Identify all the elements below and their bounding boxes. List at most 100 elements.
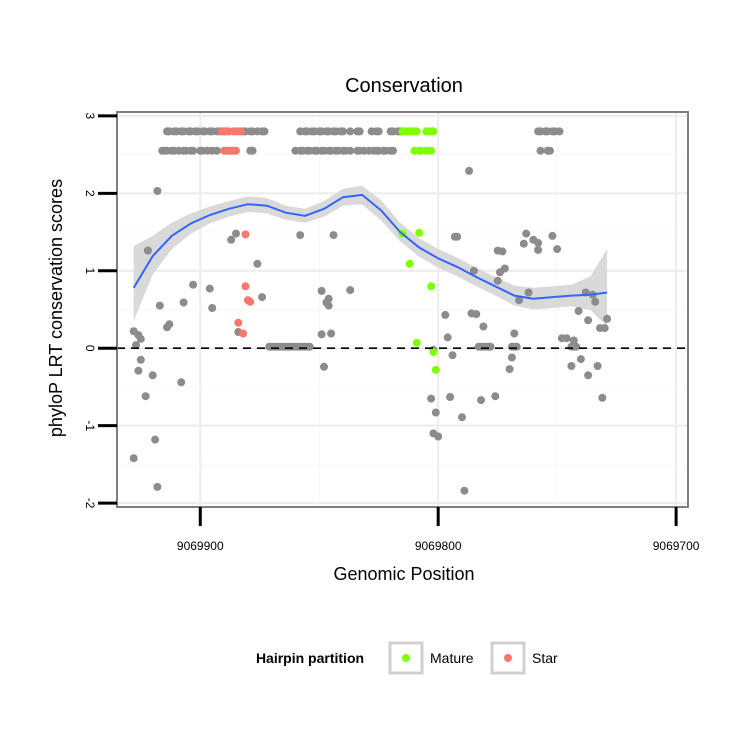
x-axis-label: Genomic Position	[333, 564, 474, 584]
data-point-other	[317, 330, 326, 339]
data-point-other	[227, 235, 236, 244]
data-point-other	[491, 392, 500, 401]
data-point-other	[153, 187, 162, 195]
x-axis: 9069900 9069800 9069700	[177, 507, 700, 553]
data-point-other	[553, 245, 562, 254]
data-point-other	[600, 324, 609, 333]
y-tick-label: 1	[83, 267, 97, 274]
data-point-other	[346, 127, 355, 136]
data-point-other	[591, 297, 600, 306]
data-point-other	[534, 238, 543, 247]
data-point-other	[179, 298, 188, 307]
data-point-other	[498, 247, 507, 256]
data-point-other	[446, 393, 455, 401]
data-point-other	[567, 362, 576, 370]
data-point-other	[346, 286, 355, 295]
data-point-other	[136, 355, 145, 364]
data-point-star	[241, 282, 250, 291]
data-point-other	[548, 231, 557, 240]
y-tick-label: -2	[83, 498, 97, 509]
data-point-other	[477, 396, 485, 405]
data-point-star	[239, 329, 248, 338]
data-point-other	[546, 146, 554, 155]
data-point-other	[208, 304, 217, 312]
data-point-other	[143, 246, 152, 255]
panel-border	[116, 111, 689, 508]
data-point-mature	[415, 228, 424, 237]
data-point-other	[177, 378, 186, 387]
legend-label-mature: Mature	[430, 650, 474, 666]
data-point-other	[339, 127, 347, 136]
data-point-mature	[429, 348, 438, 357]
data-point-other	[584, 316, 593, 325]
data-point-other	[258, 293, 267, 302]
data-point-other	[562, 334, 571, 343]
data-point-other	[524, 288, 533, 297]
x-tick-label: 9069800	[415, 539, 462, 553]
data-point-other	[317, 286, 326, 295]
data-point-star	[241, 230, 250, 239]
data-point-other	[598, 393, 607, 402]
data-point-other	[212, 146, 221, 155]
data-point-other	[136, 334, 145, 343]
data-point-other	[129, 454, 138, 463]
data-point-star	[234, 318, 243, 327]
data-point-other	[132, 341, 140, 350]
data-point-other	[248, 146, 257, 155]
data-point-other	[389, 146, 397, 155]
data-point-other	[374, 127, 383, 136]
confidence-band	[133, 185, 608, 327]
data-point-other	[148, 371, 157, 380]
series-star	[217, 127, 255, 338]
data-point-other	[427, 394, 436, 403]
legend-key-mature	[402, 654, 410, 662]
data-point-star	[236, 127, 245, 136]
data-point-other	[465, 166, 474, 175]
data-point-other	[153, 482, 162, 491]
data-point-other	[346, 146, 355, 155]
data-point-mature	[405, 259, 414, 268]
data-point-other	[515, 296, 524, 305]
data-point-star	[232, 146, 240, 155]
series-other	[129, 127, 612, 495]
legend-label-star: Star	[532, 650, 558, 666]
data-point-other	[296, 231, 305, 240]
data-point-other	[574, 307, 583, 315]
data-point-other	[569, 336, 578, 345]
data-point-other	[479, 322, 488, 331]
data-point-mature	[431, 365, 440, 374]
series-mature	[398, 127, 440, 374]
data-point-other	[584, 371, 593, 380]
data-point-other	[505, 365, 514, 374]
legend-key-box	[388, 641, 424, 675]
data-point-other	[189, 146, 198, 155]
data-point-other	[603, 314, 612, 323]
plot-area	[116, 111, 689, 508]
y-tick-label: 0	[83, 345, 97, 352]
data-point-other	[486, 342, 495, 351]
data-point-mature	[412, 127, 421, 136]
data-point-other	[155, 301, 164, 310]
legend-key-star	[504, 654, 512, 662]
data-point-other	[519, 239, 528, 248]
data-point-other	[320, 362, 328, 371]
data-point-other	[448, 351, 457, 360]
data-point-other	[469, 266, 478, 275]
data-point-other	[572, 342, 581, 351]
data-point-other	[434, 432, 443, 441]
data-point-other	[141, 392, 150, 401]
y-axis: -2 -1 0 1 2 3	[83, 113, 117, 509]
data-point-mature	[429, 127, 438, 136]
legend-title: Hairpin partition	[256, 650, 364, 666]
data-point-other	[507, 353, 516, 362]
data-point-other	[534, 245, 543, 254]
data-point-other	[472, 310, 481, 319]
y-tick-label: 3	[83, 113, 97, 120]
data-point-other	[205, 284, 214, 293]
x-tick-label: 9069700	[653, 539, 700, 553]
y-axis-label: phyloP LRT conservation scores	[46, 179, 66, 437]
data-point-other	[460, 486, 469, 495]
data-point-star	[246, 297, 255, 306]
data-point-other	[324, 294, 333, 303]
